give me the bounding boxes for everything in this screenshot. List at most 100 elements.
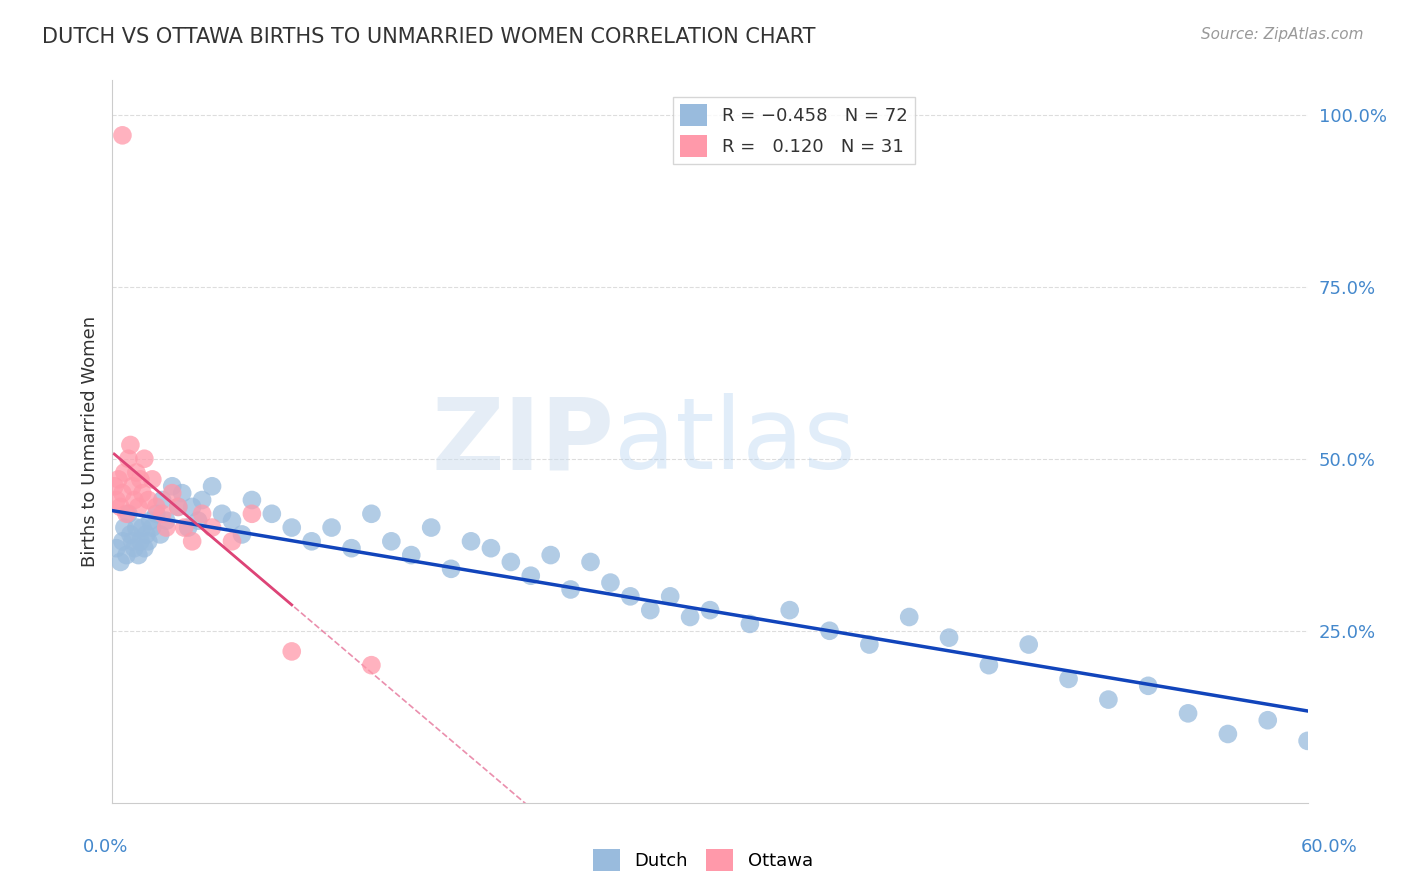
Point [141,472,163,486]
Point [460,534,482,549]
Point [738,616,761,631]
Point [619,590,641,604]
Point [579,555,602,569]
Point [131,520,153,534]
Point [599,575,621,590]
Point [135,527,157,541]
Point [162,486,183,500]
Point [150,493,173,508]
Point [221,514,243,528]
Point [1097,692,1119,706]
Point [1018,638,1040,652]
Point [499,555,522,569]
Point [818,624,841,638]
Point [1137,679,1160,693]
Point [127,548,149,562]
Text: 0.0%: 0.0% [83,838,128,855]
Point [1296,734,1319,748]
Point [115,507,138,521]
Point [420,520,443,534]
Point [111,128,134,143]
Point [699,603,721,617]
Point [149,527,172,541]
Point [155,520,177,534]
Point [134,541,156,556]
Point [131,486,153,500]
Point [172,486,194,500]
Point [679,610,702,624]
Text: atlas: atlas [614,393,856,490]
Point [177,520,200,534]
Point [121,479,143,493]
Point [111,534,134,549]
Point [321,520,343,534]
Point [520,568,543,582]
Point [107,472,129,486]
Point [1216,727,1239,741]
Point [114,466,135,480]
Point [129,472,152,486]
Point [150,507,173,521]
Legend: Dutch, Ottawa: Dutch, Ottawa [586,842,820,879]
Point [134,451,156,466]
Point [105,541,128,556]
Point [117,507,139,521]
Point [240,507,263,521]
Point [110,500,132,514]
Point [211,507,233,521]
Point [120,438,142,452]
Point [560,582,582,597]
Point [858,638,880,652]
Text: 60.0%: 60.0% [1301,838,1357,855]
Point [181,500,204,514]
Point [281,520,304,534]
Point [117,451,139,466]
Point [139,514,162,528]
Point [124,541,146,556]
Point [129,534,152,549]
Point [659,590,682,604]
Point [124,493,146,508]
Point [301,534,323,549]
Point [640,603,662,617]
Point [221,534,243,549]
Point [201,520,224,534]
Point [103,479,125,493]
Text: ZIP: ZIP [432,393,614,490]
Point [1257,713,1279,727]
Point [173,520,195,534]
Point [360,658,382,673]
Point [145,507,167,521]
Point [167,500,190,514]
Point [110,555,132,569]
Point [1057,672,1080,686]
Point [105,493,128,508]
Text: DUTCH VS OTTAWA BIRTHS TO UNMARRIED WOMEN CORRELATION CHART: DUTCH VS OTTAWA BIRTHS TO UNMARRIED WOME… [42,27,815,46]
Point [201,479,224,493]
Point [120,527,142,541]
Point [121,534,143,549]
Text: Source: ZipAtlas.com: Source: ZipAtlas.com [1201,27,1364,42]
Point [125,520,148,534]
Point [898,610,921,624]
Point [191,507,214,521]
Point [115,548,138,562]
Point [145,500,167,514]
Point [191,493,214,508]
Point [114,520,135,534]
Point [479,541,502,556]
Point [125,466,148,480]
Point [141,520,163,534]
Point [181,534,204,549]
Point [340,541,363,556]
Point [260,507,283,521]
Point [977,658,1000,673]
Point [1177,706,1199,721]
Legend: R = −0.458   N = 72, R =   0.120   N = 31: R = −0.458 N = 72, R = 0.120 N = 31 [673,96,914,164]
Y-axis label: Births to Unmarried Women: Births to Unmarried Women [80,316,98,567]
Point [162,479,183,493]
Point [440,562,463,576]
Point [138,493,160,508]
Point [380,534,402,549]
Point [231,527,253,541]
